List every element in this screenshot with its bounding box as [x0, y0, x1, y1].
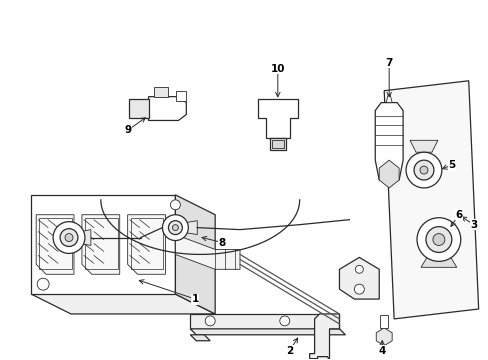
Polygon shape	[374, 103, 402, 180]
Polygon shape	[409, 140, 437, 152]
Circle shape	[205, 316, 215, 326]
Text: 5: 5	[447, 160, 454, 170]
Polygon shape	[380, 315, 387, 328]
Polygon shape	[317, 357, 329, 360]
Text: 6: 6	[454, 210, 462, 220]
Circle shape	[172, 225, 178, 231]
Circle shape	[168, 221, 182, 235]
Polygon shape	[148, 96, 186, 121]
Polygon shape	[31, 294, 215, 314]
Circle shape	[65, 234, 73, 242]
Polygon shape	[257, 99, 297, 138]
Polygon shape	[379, 160, 398, 188]
Polygon shape	[190, 314, 339, 329]
Circle shape	[405, 152, 441, 188]
Bar	[271, 140, 283, 148]
Text: 3: 3	[469, 220, 476, 230]
Polygon shape	[82, 215, 120, 274]
Polygon shape	[176, 91, 186, 100]
Circle shape	[425, 227, 451, 252]
Polygon shape	[185, 221, 197, 235]
Polygon shape	[128, 99, 148, 118]
Circle shape	[279, 316, 289, 326]
Circle shape	[413, 160, 433, 180]
Text: 8: 8	[218, 238, 225, 248]
Circle shape	[60, 229, 78, 247]
Polygon shape	[36, 215, 74, 274]
Polygon shape	[339, 257, 379, 299]
Polygon shape	[81, 230, 91, 246]
Polygon shape	[31, 195, 175, 294]
Text: 1: 1	[191, 294, 199, 304]
Circle shape	[419, 166, 427, 174]
Polygon shape	[269, 138, 285, 150]
Polygon shape	[309, 314, 339, 359]
Polygon shape	[386, 95, 391, 103]
Polygon shape	[375, 328, 391, 346]
Polygon shape	[420, 257, 456, 267]
Circle shape	[170, 200, 180, 210]
Circle shape	[432, 234, 444, 246]
Text: 2: 2	[285, 346, 293, 356]
Polygon shape	[127, 215, 165, 274]
Circle shape	[355, 265, 363, 273]
Circle shape	[162, 215, 188, 240]
Polygon shape	[175, 195, 215, 314]
Text: 10: 10	[270, 64, 285, 74]
Polygon shape	[153, 87, 168, 96]
Circle shape	[53, 222, 85, 253]
Circle shape	[416, 218, 460, 261]
Circle shape	[37, 278, 49, 290]
Polygon shape	[175, 235, 240, 269]
Polygon shape	[190, 329, 345, 335]
Text: 7: 7	[385, 58, 392, 68]
Text: 4: 4	[378, 346, 385, 356]
Polygon shape	[190, 335, 210, 341]
Circle shape	[354, 284, 364, 294]
Polygon shape	[384, 81, 478, 319]
Text: 9: 9	[124, 125, 131, 135]
